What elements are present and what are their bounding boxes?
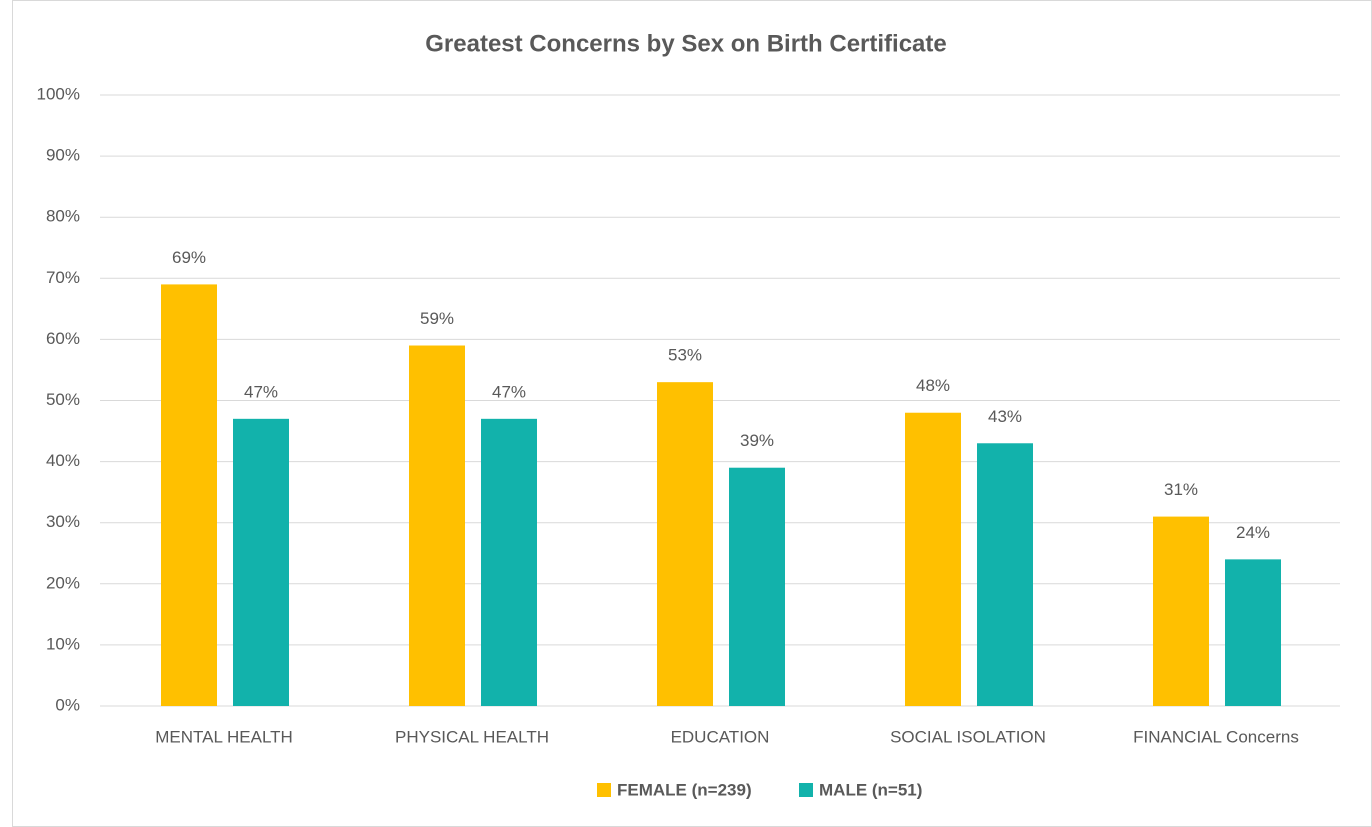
bar xyxy=(161,284,217,706)
legend-swatch xyxy=(799,783,813,797)
y-tick-label: 80% xyxy=(46,207,80,226)
y-tick-label: 60% xyxy=(46,329,80,348)
data-label: 47% xyxy=(492,382,526,401)
bar xyxy=(977,443,1033,706)
data-label: 47% xyxy=(244,382,278,401)
data-label: 39% xyxy=(740,431,774,450)
data-label: 31% xyxy=(1164,480,1198,499)
y-tick-label: 70% xyxy=(46,268,80,287)
legend-label: MALE (n=51) xyxy=(819,780,922,799)
y-tick-label: 0% xyxy=(55,695,80,714)
bar xyxy=(409,345,465,706)
y-tick-label: 90% xyxy=(46,146,80,165)
x-tick-label: MENTAL HEALTH xyxy=(155,727,293,746)
chart-title: Greatest Concerns by Sex on Birth Certif… xyxy=(425,30,946,57)
data-label: 24% xyxy=(1236,523,1270,542)
bar xyxy=(729,467,785,706)
bar xyxy=(481,418,537,706)
data-label: 48% xyxy=(916,376,950,395)
bar xyxy=(905,412,961,706)
y-tick-label: 50% xyxy=(46,390,80,409)
bar xyxy=(657,382,713,706)
y-tick-label: 10% xyxy=(46,634,80,653)
data-label: 59% xyxy=(420,309,454,328)
y-tick-label: 20% xyxy=(46,573,80,592)
y-tick-label: 40% xyxy=(46,451,80,470)
data-label: 43% xyxy=(988,407,1022,426)
bar xyxy=(233,418,289,706)
bar xyxy=(1153,516,1209,706)
y-tick-label: 30% xyxy=(46,512,80,531)
data-label: 53% xyxy=(668,346,702,365)
legend-swatch xyxy=(597,783,611,797)
bar xyxy=(1225,559,1281,706)
x-tick-label: FINANCIAL Concerns xyxy=(1133,727,1299,746)
legend-label: FEMALE (n=239) xyxy=(617,780,752,799)
y-tick-label: 100% xyxy=(37,84,80,103)
x-tick-label: EDUCATION xyxy=(671,727,770,746)
data-label: 69% xyxy=(172,248,206,267)
x-tick-label: PHYSICAL HEALTH xyxy=(395,727,549,746)
x-tick-label: SOCIAL ISOLATION xyxy=(890,727,1046,746)
